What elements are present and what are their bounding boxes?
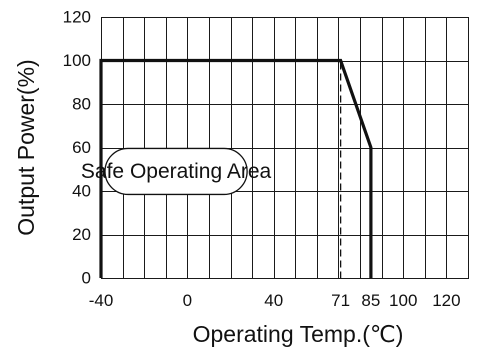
x-tick-label: 85 [361, 291, 380, 310]
x-tick-label: -40 [89, 291, 114, 310]
safe-area-annotation: Safe Operating Area [81, 147, 272, 196]
derating-curve [99, 58, 373, 278]
y-tick-label: 60 [72, 138, 91, 157]
y-tick-label: 20 [72, 225, 91, 244]
y-tick-label: 0 [82, 269, 91, 288]
y-tick-label: 120 [63, 8, 91, 27]
y-tick-label: 80 [72, 95, 91, 114]
y-tick-labels: 0 20 40 60 80 100 120 [63, 8, 91, 288]
x-tick-labels: -40 0 40 71 85 100 120 [89, 291, 461, 310]
safe-area-label: Safe Operating Area [81, 160, 272, 183]
x-tick-label: 71 [331, 291, 350, 310]
chart-grid [101, 17, 469, 279]
x-tick-label: 40 [264, 291, 283, 310]
y-axis-label: Output Power(%) [13, 59, 39, 235]
y-tick-label: 40 [72, 182, 91, 201]
x-axis-label: Operating Temp.(℃) [193, 321, 404, 347]
safe-area-badge [104, 147, 248, 196]
x-tick-label: 100 [389, 291, 417, 310]
y-tick-label: 100 [63, 51, 91, 70]
x-tick-label: 120 [432, 291, 460, 310]
x-tick-label: 0 [183, 291, 192, 310]
